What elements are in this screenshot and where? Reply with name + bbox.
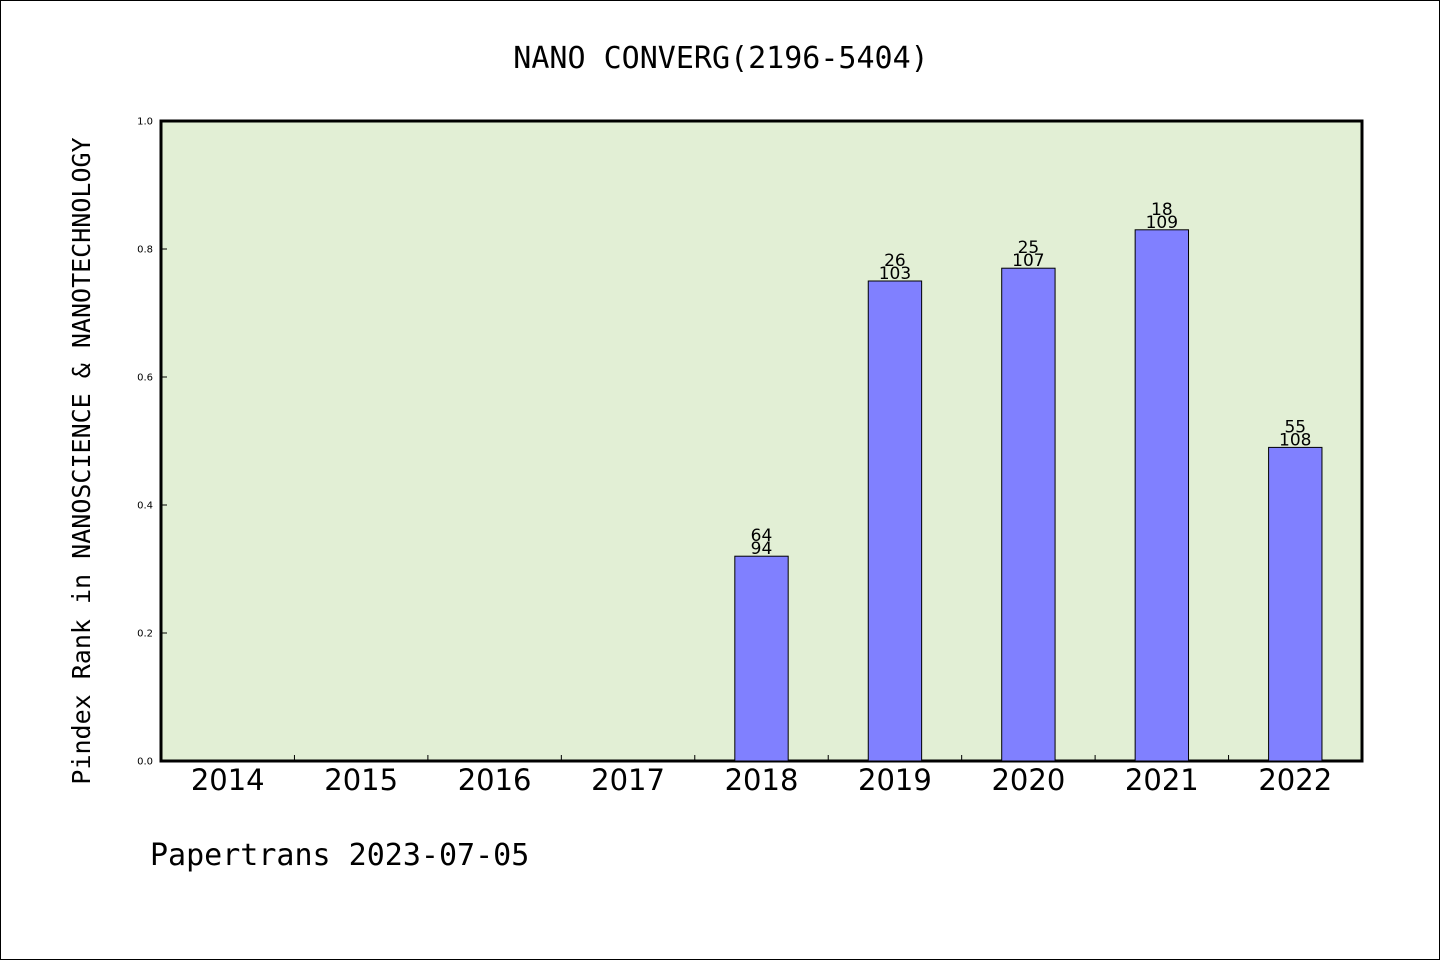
y-tick-label: 0.8	[137, 245, 153, 256]
x-tick-label: 2021	[1125, 763, 1199, 797]
y-tick-label: 0.4	[137, 501, 153, 512]
x-axis-ticks: 2014 2015 2016 2017 2018 2019 2020 2021 2022	[191, 755, 1332, 797]
chart-title: NANO CONVERG(2196-5404)	[513, 41, 928, 76]
bar-label-total: 109	[1146, 213, 1178, 233]
bar-2022	[1268, 446, 1323, 762]
y-tick-label: 0.2	[137, 629, 153, 640]
bar-label-total: 107	[1012, 251, 1044, 271]
bar-2018	[734, 555, 789, 762]
x-tick-label: 2018	[725, 763, 799, 797]
bar-label-total: 108	[1279, 430, 1311, 450]
bar-2021	[1134, 229, 1190, 762]
bars	[734, 229, 1323, 762]
x-tick-label: 2019	[858, 763, 932, 797]
bar-2019	[867, 280, 923, 762]
bar-label-rank: 55	[1284, 417, 1306, 437]
x-tick-label: 2016	[458, 763, 532, 797]
bar-label-rank: 18	[1151, 200, 1173, 220]
bar-label-total: 94	[751, 539, 773, 559]
x-tick-label: 2017	[591, 763, 665, 797]
x-tick-label: 2014	[191, 763, 265, 797]
y-axis-ticks: 0.0 0.2 0.4 0.6 0.8 1.0	[137, 117, 167, 768]
footer-source-date: Papertrans 2023-07-05	[150, 838, 529, 873]
bar-label-total: 103	[879, 264, 911, 284]
y-tick-label: 1.0	[137, 117, 153, 128]
bar-label-rank: 26	[884, 251, 906, 271]
y-axis-label: Pindex Rank in NANOSCIENCE & NANOTECHNOL…	[67, 137, 96, 784]
bar-2020	[1001, 267, 1056, 762]
bar-label-rank: 25	[1018, 238, 1040, 258]
x-tick-label: 2022	[1258, 763, 1332, 797]
y-tick-label: 0.6	[137, 373, 153, 384]
x-tick-label: 2015	[324, 763, 398, 797]
x-tick-label: 2020	[991, 763, 1065, 797]
y-tick-label: 0.0	[137, 757, 153, 768]
bar-label-rank: 64	[751, 526, 773, 546]
